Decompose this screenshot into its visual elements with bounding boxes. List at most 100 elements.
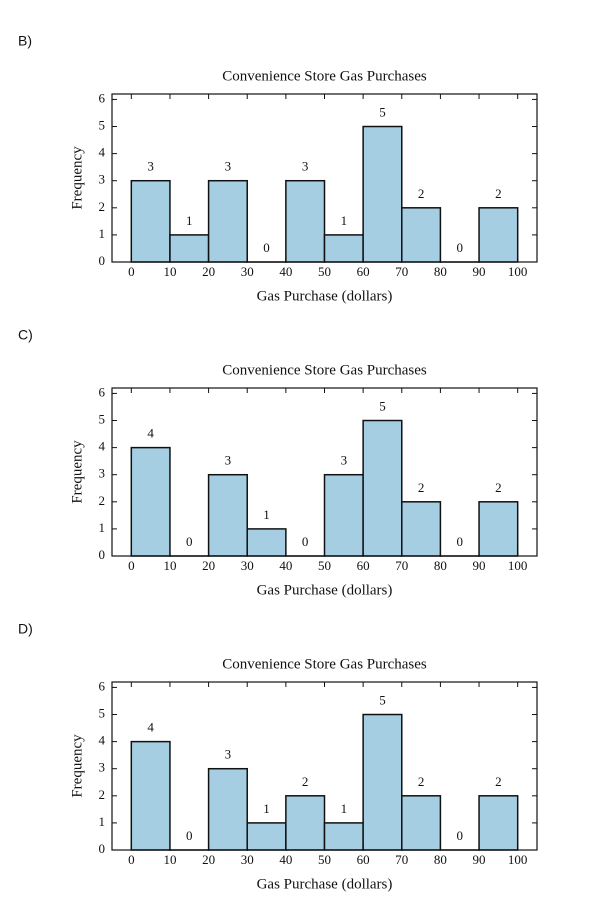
data-label: 3 [147, 159, 154, 174]
bar [285, 179, 326, 263]
x-tick-label: 90 [473, 264, 486, 279]
data-label: 0 [456, 534, 463, 549]
bar [130, 446, 171, 557]
chart-title: Convenience Store Gas Purchases [222, 68, 427, 84]
x-tick-label: 30 [241, 852, 254, 867]
bar [478, 501, 519, 557]
data-label: 0 [302, 534, 309, 549]
data-label: 0 [456, 828, 463, 843]
y-tick-label: 0 [99, 547, 106, 562]
data-label: 1 [263, 801, 270, 816]
data-label: 0 [456, 240, 463, 255]
data-label: 2 [495, 774, 502, 789]
x-tick-label: 30 [241, 558, 254, 573]
bar [478, 207, 519, 263]
bar [285, 795, 326, 851]
bar [207, 179, 248, 263]
bar [362, 713, 403, 851]
bar [362, 419, 403, 557]
data-label: 3 [302, 159, 309, 174]
x-tick-label: 100 [508, 558, 528, 573]
data-label: 5 [379, 399, 386, 414]
y-tick-label: 1 [99, 226, 106, 241]
chart-title: Convenience Store Gas Purchases [222, 656, 427, 672]
x-tick-label: 80 [434, 852, 447, 867]
data-label: 1 [341, 213, 348, 228]
y-tick-label: 2 [99, 787, 106, 802]
option-label: C) [18, 327, 33, 343]
data-label: 1 [186, 213, 193, 228]
data-label: 0 [263, 240, 270, 255]
x-tick-label: 90 [473, 558, 486, 573]
y-tick-label: 5 [99, 118, 106, 133]
data-label: 2 [418, 774, 425, 789]
x-tick-label: 0 [128, 852, 135, 867]
x-tick-label: 0 [128, 558, 135, 573]
y-tick-label: 3 [99, 760, 106, 775]
x-tick-label: 40 [279, 852, 292, 867]
y-tick-label: 3 [99, 466, 106, 481]
x-axis-label: Gas Purchase (dollars) [257, 876, 393, 892]
x-tick-label: 0 [128, 264, 135, 279]
y-tick-label: 0 [99, 253, 106, 268]
x-tick-label: 70 [395, 264, 408, 279]
data-label: 0 [186, 828, 193, 843]
data-label: 5 [379, 693, 386, 708]
y-axis-label: Frequency [69, 146, 85, 210]
data-label: 2 [418, 186, 425, 201]
bar [130, 740, 171, 851]
data-label: 0 [186, 534, 193, 549]
x-tick-label: 20 [202, 852, 215, 867]
data-label: 3 [341, 453, 348, 468]
bar [323, 822, 364, 851]
x-tick-label: 60 [357, 264, 370, 279]
bar [401, 501, 442, 557]
y-tick-label: 0 [99, 841, 106, 856]
y-tick-label: 4 [99, 145, 106, 160]
data-label: 2 [495, 480, 502, 495]
x-tick-label: 60 [357, 852, 370, 867]
x-tick-label: 100 [508, 264, 528, 279]
bar [323, 473, 364, 557]
y-tick-label: 5 [99, 412, 106, 427]
y-tick-label: 1 [99, 814, 106, 829]
x-tick-label: 50 [318, 264, 331, 279]
data-label: 2 [495, 186, 502, 201]
x-tick-label: 30 [241, 264, 254, 279]
x-tick-label: 50 [318, 852, 331, 867]
y-tick-label: 6 [99, 678, 106, 693]
x-tick-label: 80 [434, 264, 447, 279]
bar [207, 767, 248, 851]
x-tick-label: 20 [202, 558, 215, 573]
x-tick-label: 20 [202, 264, 215, 279]
data-label: 5 [379, 105, 386, 120]
x-tick-label: 90 [473, 852, 486, 867]
x-tick-label: 10 [163, 558, 176, 573]
bar [246, 822, 287, 851]
bar [246, 528, 287, 557]
y-axis-label: Frequency [69, 440, 85, 504]
bar [130, 179, 171, 263]
x-tick-label: 70 [395, 852, 408, 867]
y-tick-label: 4 [99, 733, 106, 748]
x-tick-label: 40 [279, 264, 292, 279]
x-axis-label: Gas Purchase (dollars) [257, 582, 393, 598]
option-label: B) [18, 33, 32, 49]
data-label: 2 [418, 480, 425, 495]
bar [478, 795, 519, 851]
x-tick-label: 10 [163, 852, 176, 867]
x-tick-label: 70 [395, 558, 408, 573]
x-tick-label: 50 [318, 558, 331, 573]
chart-title: Convenience Store Gas Purchases [222, 362, 427, 378]
x-tick-label: 80 [434, 558, 447, 573]
y-tick-label: 6 [99, 384, 106, 399]
data-label: 4 [147, 720, 154, 735]
y-tick-label: 1 [99, 520, 106, 535]
option-label: D) [18, 621, 33, 637]
x-tick-label: 40 [279, 558, 292, 573]
y-tick-label: 2 [99, 493, 106, 508]
y-tick-label: 2 [99, 199, 106, 214]
bar [207, 473, 248, 557]
bar [401, 795, 442, 851]
y-tick-label: 3 [99, 172, 106, 187]
